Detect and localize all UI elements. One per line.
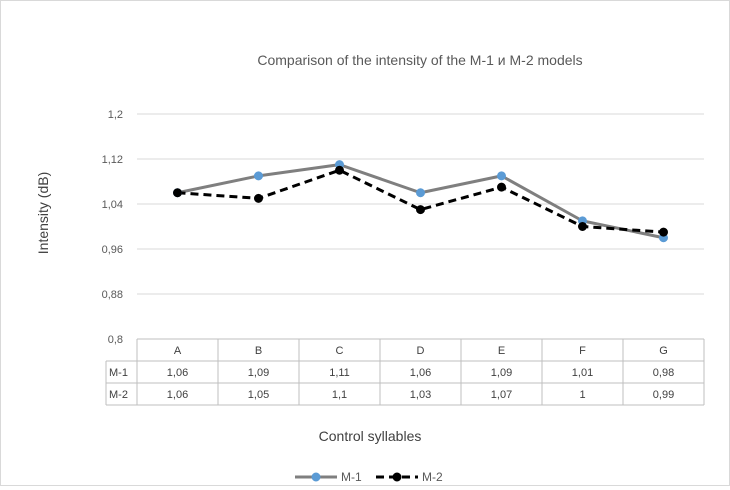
table-cell-value: 1,06 — [167, 367, 188, 379]
table-cell-value: 0,99 — [653, 389, 674, 401]
x-category-label: A — [174, 345, 182, 357]
table-cell-value: 1 — [579, 389, 585, 401]
series-line — [177, 163, 664, 240]
table-cell-value: 1,05 — [248, 389, 269, 401]
table-cell-value: 1,09 — [491, 367, 512, 379]
table-cell-value: 1,01 — [572, 367, 593, 379]
y-axis-title: Intensity (dB) — [35, 172, 51, 254]
x-category-label: G — [659, 345, 668, 357]
legend-label: M-2 — [422, 470, 443, 484]
x-category-label: F — [579, 345, 586, 357]
legend: M-1 M-2 — [295, 470, 443, 484]
series-lines — [177, 163, 664, 240]
x-axis-title: Control syllables — [319, 428, 422, 444]
table-cell-value: 1,06 — [410, 367, 431, 379]
legend-marker-sample — [311, 472, 321, 482]
table-cell-value: 1,1 — [332, 389, 347, 401]
table-series-label: M-1 — [109, 367, 128, 379]
table-cell-value: 0,98 — [653, 367, 674, 379]
data-point — [335, 165, 344, 175]
data-point — [254, 171, 263, 181]
table-cell-value: 1,11 — [329, 367, 350, 379]
y-tick-label: 1,2 — [108, 109, 123, 121]
legend-marker-sample — [392, 472, 402, 482]
x-category-label: E — [498, 345, 505, 357]
table-series-label: M-2 — [109, 389, 128, 401]
data-point — [497, 171, 506, 181]
gridlines — [137, 113, 704, 295]
data-point — [578, 222, 587, 231]
table-cell-value: 1,07 — [491, 389, 512, 401]
y-tick-label: 1,04 — [102, 199, 123, 211]
series-markers — [173, 160, 668, 243]
y-axis-ticks: 0,8 0,88 0,96 1,04 1,12 1,2 — [102, 109, 123, 346]
y-tick-label: 0,96 — [102, 244, 123, 256]
data-point — [173, 188, 182, 198]
x-category-label: C — [336, 345, 344, 357]
x-category-label: D — [417, 345, 425, 357]
table-cell-value: 1,09 — [248, 367, 269, 379]
data-table: A B C D E F GM-1 1,06 1,09 1,11 1,06 1,09 1,01 0,98M-… — [105, 338, 705, 406]
table-cell-value: 1,03 — [410, 389, 431, 401]
data-point — [497, 182, 506, 192]
data-point — [659, 227, 668, 237]
x-category-label: B — [255, 345, 262, 357]
data-point — [416, 205, 425, 215]
y-tick-label: 1,12 — [102, 154, 123, 166]
legend-label: M-1 — [341, 470, 362, 484]
data-point — [416, 188, 425, 198]
chart-title: Comparison of the intensity of the M-1 и… — [257, 52, 582, 68]
y-tick-label: 0,88 — [102, 289, 123, 301]
table-cell-value: 1,06 — [167, 389, 188, 401]
y-tick-label: 0,8 — [108, 334, 123, 346]
data-point — [254, 193, 263, 203]
